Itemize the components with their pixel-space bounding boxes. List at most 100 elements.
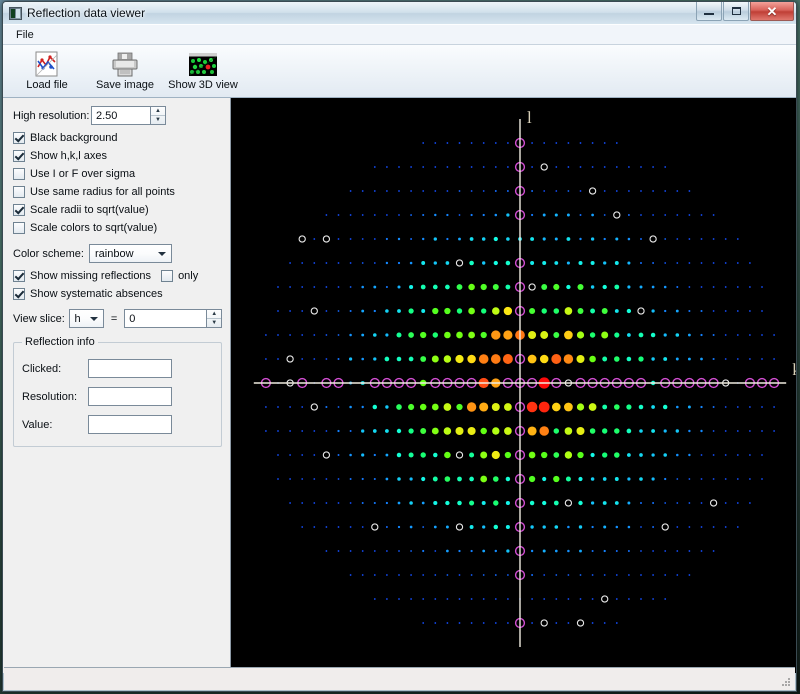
reflection-point[interactable] [626,404,632,410]
reflection-point[interactable] [468,283,475,291]
reflection-point[interactable] [640,502,642,504]
reflection-point[interactable] [468,307,475,315]
reflection-point[interactable] [749,478,751,480]
reflection-point[interactable] [434,142,437,144]
reflection-point[interactable] [700,429,703,433]
reflection-point[interactable] [555,598,558,600]
reflection-point[interactable] [373,501,376,505]
reflection-point[interactable] [563,354,574,364]
reflection-point[interactable] [493,524,499,530]
spinner-down-icon[interactable]: ▼ [211,320,218,326]
reflection-point[interactable] [490,354,501,364]
reflection-point[interactable] [507,622,509,624]
reflection-point[interactable] [444,331,451,339]
reflection-point[interactable] [408,308,414,314]
reflection-point[interactable] [652,574,654,576]
reflection-point[interactable] [543,574,546,576]
reflection-point[interactable] [736,358,739,360]
reflection-point[interactable] [773,430,775,432]
reflection-point[interactable] [313,286,316,288]
reflection-point[interactable] [432,476,438,482]
reflection-point[interactable] [349,550,352,552]
reflection-point[interactable] [469,476,474,482]
reflection-point[interactable] [602,404,608,410]
reflection-point[interactable] [337,454,340,456]
reflection-point[interactable] [349,405,352,409]
reflection-point[interactable] [578,500,583,506]
reflection-point[interactable] [289,262,291,264]
reflection-point[interactable] [277,478,279,480]
reflection-point[interactable] [385,501,389,505]
reflection-point[interactable] [446,237,449,241]
reflection-point[interactable] [470,598,473,600]
reflection-point[interactable] [736,286,739,288]
reflection-point[interactable] [724,430,727,432]
reflection-point[interactable] [700,286,703,288]
reflection-point[interactable] [578,525,583,529]
reflection-point[interactable] [724,238,727,240]
reflection-point[interactable] [301,334,304,336]
resize-grip-icon[interactable] [780,676,792,688]
reflection-point[interactable] [385,477,389,481]
reflection-point[interactable] [385,237,388,241]
reflection-point[interactable] [664,477,667,481]
reflection-point[interactable] [576,403,585,411]
reflection-point[interactable] [265,430,267,432]
reflection-point[interactable] [531,598,533,600]
reflection-point[interactable] [385,453,389,457]
reflection-point[interactable] [337,214,340,216]
reflection-point[interactable] [434,574,437,576]
reflection-point[interactable] [348,357,353,361]
checkbox-same-radius-box[interactable] [13,186,25,198]
reflection-point[interactable] [349,333,352,337]
close-button[interactable]: ✕ [750,2,794,21]
reflection-point[interactable] [577,451,584,459]
reflection-point[interactable] [652,166,654,168]
reflection-point[interactable] [443,355,452,363]
reflection-point[interactable] [433,525,437,529]
reflection-point[interactable] [349,478,352,480]
reflection-point[interactable] [640,166,642,168]
reflection-point[interactable] [565,476,571,482]
reflection-point[interactable] [554,213,558,217]
reflection-point[interactable] [505,524,510,530]
reflection-point[interactable] [325,334,328,336]
reflection-point[interactable] [491,330,501,340]
reflection-point[interactable] [639,429,643,433]
reflection-point[interactable] [446,598,449,600]
reflection-point[interactable] [543,598,546,600]
reflection-point[interactable] [712,310,715,312]
reflection-point[interactable] [543,190,546,192]
reflection-point[interactable] [455,426,464,436]
reflection-point[interactable] [506,190,509,192]
reflection-point[interactable] [530,261,535,265]
reflection-point[interactable] [614,261,619,265]
systematic-absence-marker[interactable] [310,403,318,411]
reflection-point[interactable] [446,549,449,553]
reflection-point[interactable] [503,306,513,316]
reflection-point[interactable] [589,332,596,338]
reflection-point[interactable] [663,333,667,337]
reflection-point[interactable] [385,429,389,433]
reflection-point[interactable] [676,238,679,240]
reflection-point[interactable] [567,525,570,529]
reflection-point[interactable] [579,214,582,216]
checkbox-use-i-or-f-over-sigma-box[interactable] [13,168,25,180]
reflection-point[interactable] [408,356,414,362]
reflection-point[interactable] [579,237,582,241]
reflection-point[interactable] [482,525,486,529]
reflection-point[interactable] [373,550,376,552]
reflection-point[interactable] [591,549,594,553]
systematic-absence-marker[interactable] [540,619,548,627]
reflection-point[interactable] [530,237,535,241]
reflection-point[interactable] [277,310,279,312]
reflection-point[interactable] [337,286,340,288]
reflection-point[interactable] [627,501,631,505]
reflection-point[interactable] [421,309,426,313]
reflection-point[interactable] [494,549,498,553]
reflection-point[interactable] [749,502,751,504]
reflection-point[interactable] [398,598,400,600]
reflection-point[interactable] [564,451,573,459]
reflection-point[interactable] [542,213,546,217]
reflection-point[interactable] [470,166,473,168]
